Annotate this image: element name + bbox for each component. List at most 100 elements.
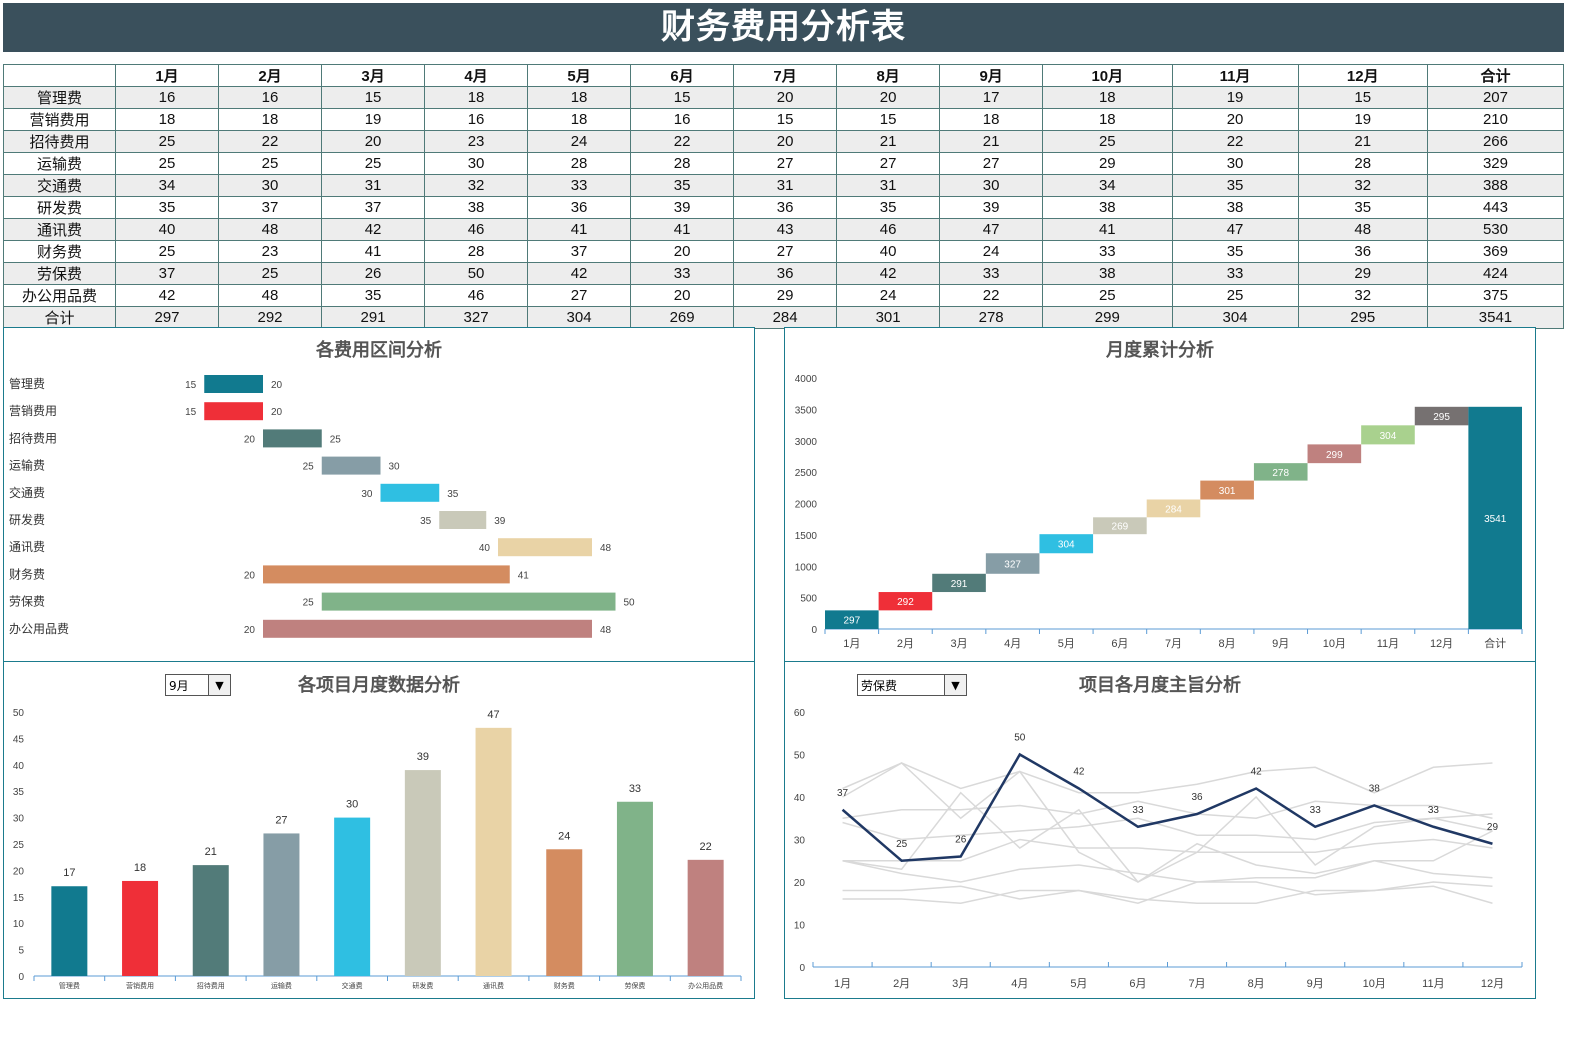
chevron-down-icon[interactable]: ▼ <box>208 675 230 695</box>
svg-text:2500: 2500 <box>795 468 818 479</box>
svg-text:41: 41 <box>518 570 530 581</box>
table-cell: 16 <box>424 108 529 131</box>
svg-text:40: 40 <box>13 761 25 772</box>
table-cell: 30 <box>218 174 323 197</box>
range-bar-chart: 管理费 15 20 营销费用 15 20 招待费用 20 25 运输费 25 30 交通费 30 35 研发费… <box>9 375 635 638</box>
svg-text:30: 30 <box>389 462 401 473</box>
table-body: 管理费 16 16 15 18 18 15 20 20 17 18 19 15 207 营销费用 18 18 19… <box>3 86 1565 329</box>
table-row: 通讯费 40 48 42 46 41 41 43 46 47 41 47 48 530 <box>3 218 1565 241</box>
svg-text:3000: 3000 <box>795 437 818 448</box>
svg-text:劳保费: 劳保费 <box>624 981 645 990</box>
table-cell: 35 <box>321 284 426 307</box>
table-cell: 424 <box>1426 262 1565 285</box>
table-cell: 29 <box>733 284 838 307</box>
table-cell: 40 <box>836 240 941 263</box>
column-header: 9月 <box>939 64 1044 87</box>
table-row: 营销费用 18 18 19 16 18 16 15 15 18 18 20 19 210 <box>3 108 1565 131</box>
waterfall-chart: 0 500 1000 1500 2000 2500 3000 3500 4000 297 1月 292… <box>795 374 1523 650</box>
svg-text:1月: 1月 <box>834 978 851 990</box>
table-cell: 36 <box>1297 240 1428 263</box>
table-cell: 42 <box>527 262 632 285</box>
row-label: 通讯费 <box>3 218 116 241</box>
month-select[interactable]: 9月 ▼ <box>165 674 231 696</box>
svg-text:3月: 3月 <box>952 978 969 990</box>
table-row: 交通费 34 30 31 32 33 35 31 31 30 34 35 32 388 <box>3 174 1565 197</box>
table-cell: 530 <box>1426 218 1565 241</box>
svg-text:42: 42 <box>1251 767 1263 778</box>
table-row: 管理费 16 16 15 18 18 15 20 20 17 18 19 15 207 <box>3 86 1565 109</box>
svg-text:7月: 7月 <box>1188 978 1205 990</box>
svg-text:8月: 8月 <box>1248 978 1265 990</box>
table-cell: 25 <box>218 262 323 285</box>
table-cell: 375 <box>1426 284 1565 307</box>
svg-text:11月: 11月 <box>1422 978 1444 990</box>
table-cell: 43 <box>733 218 838 241</box>
svg-text:25: 25 <box>303 598 315 609</box>
table-cell: 39 <box>630 196 735 219</box>
table-cell: 16 <box>218 86 323 109</box>
svg-text:11月: 11月 <box>1377 638 1399 650</box>
item-select[interactable]: 劳保费 ▼ <box>857 674 967 696</box>
table-cell: 29 <box>1297 262 1428 285</box>
svg-text:33: 33 <box>1428 805 1440 816</box>
svg-text:50: 50 <box>1014 733 1026 744</box>
table-cell: 39 <box>939 196 1044 219</box>
table-cell: 37 <box>321 196 426 219</box>
column-header: 2月 <box>218 64 323 87</box>
svg-text:15: 15 <box>185 380 197 391</box>
table-cell: 37 <box>114 262 220 285</box>
table-cell: 284 <box>733 306 838 329</box>
table-cell: 38 <box>1171 196 1299 219</box>
svg-text:35: 35 <box>447 489 459 500</box>
column-header: 合计 <box>1426 64 1565 87</box>
svg-text:交通费: 交通费 <box>9 485 45 500</box>
column-header: 11月 <box>1171 64 1299 87</box>
table-cell: 30 <box>1171 152 1299 175</box>
svg-text:5: 5 <box>18 946 24 957</box>
svg-text:40: 40 <box>794 793 806 804</box>
table-cell: 36 <box>733 196 838 219</box>
svg-text:25: 25 <box>330 434 342 445</box>
column-header: 4月 <box>424 64 529 87</box>
table-cell: 41 <box>1042 218 1173 241</box>
table-cell: 27 <box>733 240 838 263</box>
table-cell: 42 <box>321 218 426 241</box>
table-cell: 329 <box>1426 152 1565 175</box>
svg-text:2月: 2月 <box>893 978 910 990</box>
svg-text:2月: 2月 <box>897 638 914 650</box>
table-cell: 33 <box>1042 240 1173 263</box>
table-cell: 25 <box>114 240 220 263</box>
svg-text:营销费用: 营销费用 <box>9 404 57 418</box>
chevron-down-icon[interactable]: ▼ <box>944 675 966 695</box>
table-cell: 41 <box>630 218 735 241</box>
svg-text:25: 25 <box>13 840 25 851</box>
svg-text:15: 15 <box>13 893 25 904</box>
svg-text:10: 10 <box>13 919 25 930</box>
column-header: 1月 <box>114 64 220 87</box>
table-cell: 31 <box>321 174 426 197</box>
svg-text:8月: 8月 <box>1219 638 1236 650</box>
table-cell: 30 <box>939 174 1044 197</box>
table-cell: 20 <box>630 284 735 307</box>
table-cell: 25 <box>1042 130 1173 153</box>
svg-text:35: 35 <box>420 516 432 527</box>
svg-text:60: 60 <box>794 708 806 719</box>
svg-text:研发费: 研发费 <box>9 512 45 527</box>
row-label: 运输费 <box>3 152 116 175</box>
svg-text:29: 29 <box>1487 822 1499 833</box>
row-label: 营销费用 <box>3 108 116 131</box>
table-cell: 25 <box>114 130 220 153</box>
svg-text:35: 35 <box>13 787 25 798</box>
svg-text:20: 20 <box>271 380 283 391</box>
table-cell: 35 <box>1171 240 1299 263</box>
svg-text:9月: 9月 <box>1272 638 1289 650</box>
column-header: 10月 <box>1042 64 1173 87</box>
table-row: 运输费 25 25 25 30 28 28 27 27 27 29 30 28 329 <box>3 152 1565 175</box>
svg-text:运输费: 运输费 <box>271 981 292 990</box>
table-cell: 27 <box>836 152 941 175</box>
svg-text:299: 299 <box>1326 450 1343 461</box>
svg-text:劳保费: 劳保费 <box>9 595 45 609</box>
svg-text:24: 24 <box>558 830 570 842</box>
table-cell: 20 <box>836 86 941 109</box>
table-cell: 23 <box>424 130 529 153</box>
